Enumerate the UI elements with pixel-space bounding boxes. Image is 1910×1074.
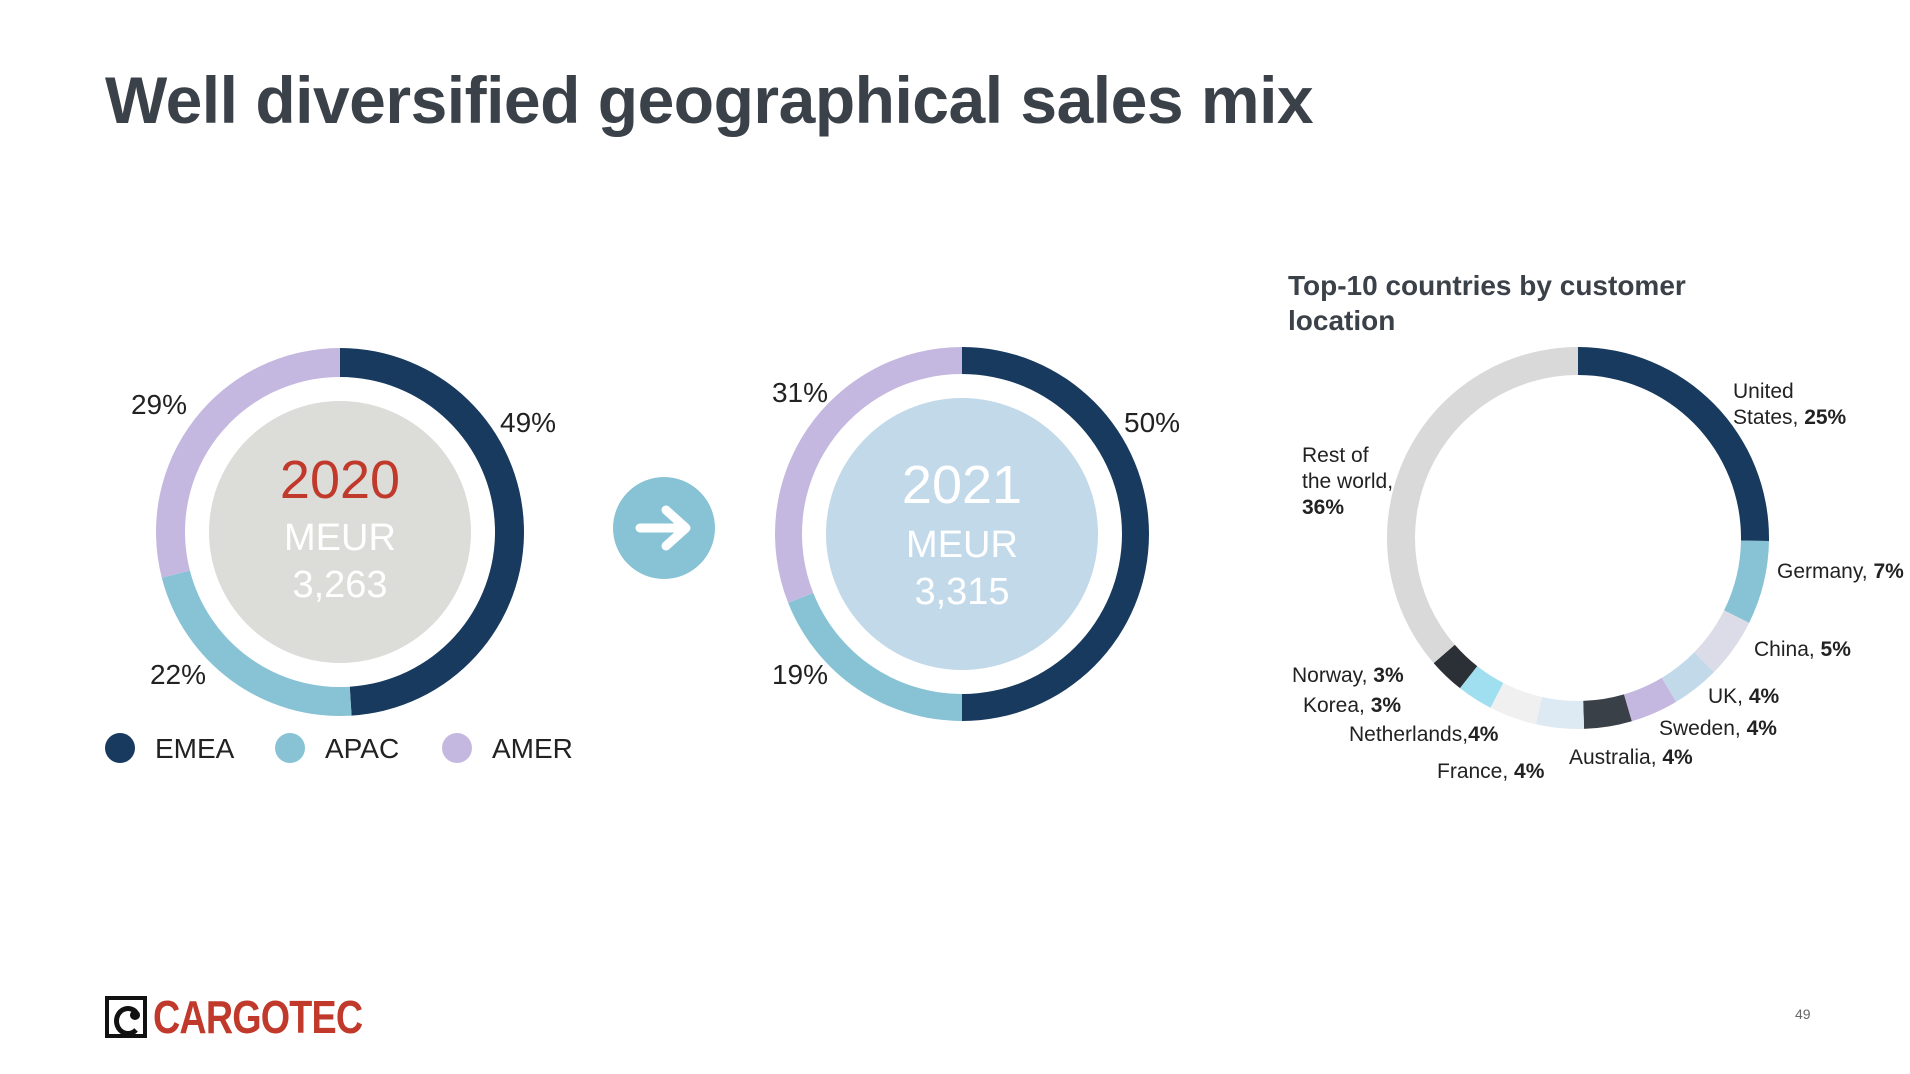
data-label-amer: 29% xyxy=(131,389,187,420)
center-total-label: 3,315 xyxy=(914,571,1009,613)
cargotec-logo: CARGOTEC xyxy=(105,990,408,1044)
label-united-states-line2: States, 25% xyxy=(1733,406,1847,429)
slice-united-states xyxy=(1578,347,1769,542)
slice-germany xyxy=(1724,540,1769,623)
donut-center-2020 xyxy=(209,401,471,663)
center-year-label: 2021 xyxy=(902,455,1022,515)
slice-rest-of-the-world xyxy=(1386,347,1578,664)
slice-china xyxy=(1694,610,1750,672)
slice-australia xyxy=(1583,694,1632,729)
label-sweden: Sweden, 4% xyxy=(1659,717,1777,740)
donut-chart-2021: 2021 MEUR 3,315 50% 19% 31% xyxy=(772,347,1180,721)
data-label-emea: 50% xyxy=(1124,407,1180,438)
center-unit-label: MEUR xyxy=(284,517,396,559)
donut-chart-2020: 2020 MEUR 3,263 49% 22% 29% xyxy=(131,348,556,717)
page-number: 49 xyxy=(1795,1006,1811,1022)
center-year-label: 2020 xyxy=(280,450,400,510)
label-france: France, 4% xyxy=(1437,760,1545,783)
slice-korea xyxy=(1459,666,1504,708)
label-australia: Australia, 4% xyxy=(1569,746,1693,769)
legend-label-emea: EMEA xyxy=(155,733,235,764)
slice-amer xyxy=(774,347,962,603)
donut-center-2021 xyxy=(826,398,1098,670)
label-korea: Korea, 3% xyxy=(1303,694,1401,717)
slice-france xyxy=(1535,696,1585,729)
slice-amer xyxy=(156,348,340,578)
label-rest-of-the-world-value: 36% xyxy=(1302,496,1344,519)
data-label-amer: 31% xyxy=(772,377,828,408)
slice-sweden xyxy=(1623,677,1677,722)
legend-marker-apac xyxy=(275,733,305,763)
cargotec-logo-icon xyxy=(105,996,147,1038)
center-total-label: 3,263 xyxy=(292,564,387,606)
legend-label-amer: AMER xyxy=(492,733,573,764)
legend-marker-emea xyxy=(105,733,135,763)
donut-chart-countries: Top-10 countries by customer location Unit… xyxy=(1288,270,1904,783)
data-label-emea: 49% xyxy=(500,407,556,438)
label-rest-of-the-world-line1: Rest of xyxy=(1302,444,1369,467)
slice-netherlands xyxy=(1490,682,1543,725)
slice-emea xyxy=(962,347,1149,721)
slice-emea xyxy=(340,348,524,716)
label-uk: UK, 4% xyxy=(1708,685,1780,708)
chart-title-line1: Top-10 countries by customer xyxy=(1288,270,1686,301)
data-label-apac: 22% xyxy=(150,659,206,690)
slide-title: Well diversified geographical sales mix xyxy=(105,63,1314,137)
legend-marker-amer xyxy=(442,733,472,763)
data-label-apac: 19% xyxy=(772,659,828,690)
arrow-glyph xyxy=(635,505,691,551)
label-china: China, 5% xyxy=(1754,638,1851,661)
slice-uk xyxy=(1661,652,1715,702)
slice-apac xyxy=(161,570,352,717)
label-rest-of-the-world-line2: the world, xyxy=(1302,470,1393,493)
logo-text: CARGOTEC xyxy=(153,991,363,1043)
arrow-right-icon xyxy=(613,477,715,579)
label-norway: Norway, 3% xyxy=(1292,664,1404,687)
label-united-states-line1: United xyxy=(1733,380,1794,403)
legend: EMEA APAC AMER xyxy=(105,733,573,764)
slice-norway xyxy=(1433,644,1478,689)
center-unit-label: MEUR xyxy=(906,524,1018,566)
legend-label-apac: APAC xyxy=(325,733,399,764)
label-germany: Germany, 7% xyxy=(1777,560,1904,583)
chart-title-line2: location xyxy=(1288,305,1395,336)
label-netherlands: Netherlands,4% xyxy=(1349,723,1499,746)
slice-apac xyxy=(788,592,962,721)
